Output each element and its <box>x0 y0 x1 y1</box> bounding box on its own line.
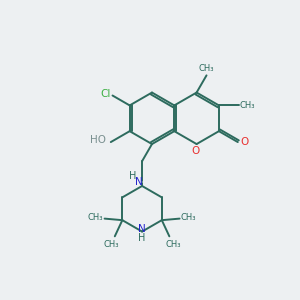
Text: H: H <box>130 171 137 181</box>
Text: O: O <box>241 137 249 147</box>
Text: CH₃: CH₃ <box>88 213 103 222</box>
Text: Cl: Cl <box>100 88 111 98</box>
Text: HO: HO <box>90 135 106 145</box>
Text: N: N <box>135 177 143 187</box>
Text: CH₃: CH₃ <box>181 213 196 222</box>
Text: O: O <box>191 146 200 156</box>
Text: CH₃: CH₃ <box>103 240 119 249</box>
Text: N: N <box>138 224 146 234</box>
Text: CH₃: CH₃ <box>165 240 181 249</box>
Text: CH₃: CH₃ <box>240 101 255 110</box>
Text: CH₃: CH₃ <box>199 64 214 73</box>
Text: H: H <box>138 232 146 242</box>
